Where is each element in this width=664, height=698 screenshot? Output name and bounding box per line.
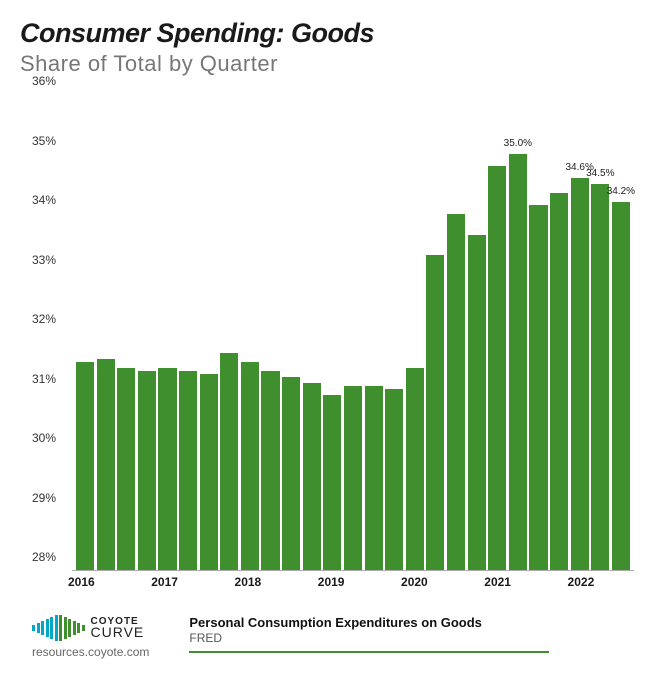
bar [344,386,362,570]
logo-bar [55,615,58,641]
y-tick: 34% [32,193,72,207]
x-tick: 2020 [401,575,428,589]
logo-bar [50,617,53,639]
y-tick: 29% [32,491,72,505]
legend: Personal Consumption Expenditures on Goo… [189,615,644,653]
logo-block: COYOTE CURVE resources.coyote.com [32,615,149,659]
bar [76,362,94,570]
coyote-curve-icon [32,615,85,641]
logo-bar [46,619,49,637]
logo-row: COYOTE CURVE [32,615,144,641]
logo-bar [82,625,85,631]
bar [220,353,238,570]
x-tick: 2016 [68,575,95,589]
logo-bar [64,617,67,639]
x-tick: 2017 [151,575,178,589]
y-tick: 36% [32,74,72,88]
bar [529,205,547,570]
y-tick: 32% [32,312,72,326]
bar [158,368,176,570]
plot-area: 35.0%34.6%34.5%34.2% [72,95,634,571]
chart-subtitle: Share of Total by Quarter [20,51,644,77]
bar-label: 34.5% [586,168,614,179]
legend-line [189,651,549,653]
footer: COYOTE CURVE resources.coyote.com Person… [20,615,644,659]
bar-label: 34.2% [607,186,635,197]
x-axis: 2016201720182019202020212022 [72,571,634,595]
bar [488,166,506,570]
bar [385,389,403,570]
x-tick: 2019 [318,575,345,589]
bar [97,359,115,570]
bar [426,255,444,570]
bar [241,362,259,570]
bar [138,371,156,570]
y-tick: 30% [32,431,72,445]
y-tick: 28% [32,550,72,564]
bar [468,235,486,570]
logo-bar [41,621,44,635]
logo-url: resources.coyote.com [32,645,149,659]
bar [550,193,568,570]
chart-area: 28%29%30%31%32%33%34%35%36% 35.0%34.6%34… [32,95,644,595]
chart-container: Consumer Spending: Goods Share of Total … [0,0,664,698]
x-tick: 2021 [484,575,511,589]
logo-bar [68,619,71,637]
logo-text: COYOTE CURVE [91,617,145,639]
legend-source: FRED [189,631,644,645]
bar [323,395,341,570]
bar [365,386,383,570]
bar [447,214,465,570]
logo-bar [59,615,62,641]
bar [303,383,321,570]
chart-title: Consumer Spending: Goods [20,18,644,49]
x-tick: 2022 [568,575,595,589]
x-tick: 2018 [235,575,262,589]
y-tick: 35% [32,134,72,148]
bar [179,371,197,570]
y-axis: 28%29%30%31%32%33%34%35%36% [32,95,72,595]
legend-title: Personal Consumption Expenditures on Goo… [189,615,644,630]
bar [261,371,279,570]
logo-bar [32,625,35,631]
bar [282,377,300,570]
bar: 34.5% [591,184,609,570]
bar [117,368,135,570]
bars-group: 35.0%34.6%34.5%34.2% [72,95,634,570]
y-tick: 31% [32,372,72,386]
bar-label: 35.0% [504,138,532,149]
logo-bar [37,623,40,633]
logo-bar [73,621,76,635]
bar: 34.2% [612,202,630,570]
bar [406,368,424,570]
bar: 34.6% [571,178,589,570]
y-tick: 33% [32,253,72,267]
logo-bar [77,623,80,633]
logo-name-bottom: CURVE [91,626,145,639]
bar: 35.0% [509,154,527,570]
bar [200,374,218,570]
